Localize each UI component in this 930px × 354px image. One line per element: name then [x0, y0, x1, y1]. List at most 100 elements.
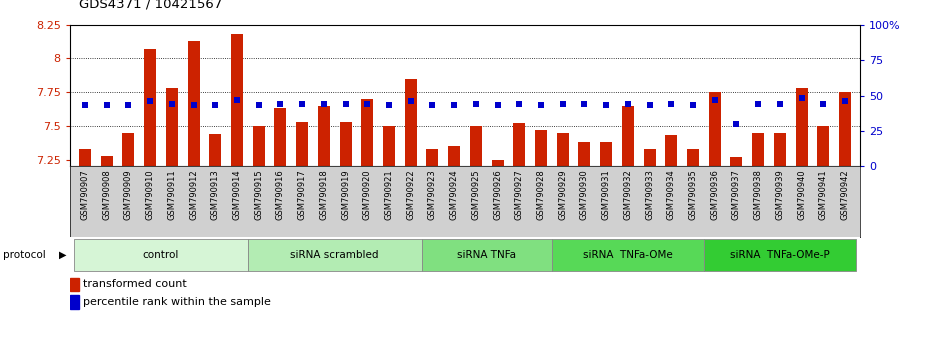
Text: GSM790911: GSM790911 — [167, 169, 177, 220]
Point — [773, 101, 788, 107]
Point — [512, 101, 526, 107]
Text: GSM790923: GSM790923 — [428, 169, 437, 220]
Point — [490, 103, 505, 108]
Text: GSM790919: GSM790919 — [341, 169, 350, 220]
Bar — [209, 134, 221, 166]
Point — [729, 121, 744, 127]
Text: GSM790916: GSM790916 — [276, 169, 285, 220]
Point — [642, 103, 657, 108]
Point — [708, 97, 723, 103]
Text: GSM790920: GSM790920 — [363, 169, 372, 220]
Text: siRNA  TNFa-OMe: siRNA TNFa-OMe — [583, 250, 672, 260]
Point — [404, 98, 418, 104]
Bar — [383, 126, 395, 166]
Point — [77, 103, 92, 108]
Bar — [709, 92, 721, 166]
Text: GSM790928: GSM790928 — [537, 169, 546, 220]
Text: GSM790917: GSM790917 — [298, 169, 307, 220]
Text: GSM790934: GSM790934 — [667, 169, 676, 220]
Bar — [796, 88, 807, 166]
Text: GDS4371 / 10421567: GDS4371 / 10421567 — [79, 0, 222, 11]
Bar — [839, 92, 851, 166]
Text: GSM790929: GSM790929 — [558, 169, 567, 220]
Bar — [600, 142, 612, 166]
Bar — [296, 122, 308, 166]
Text: GSM790913: GSM790913 — [211, 169, 219, 220]
Text: GSM790927: GSM790927 — [515, 169, 524, 220]
Text: siRNA scrambled: siRNA scrambled — [290, 250, 379, 260]
Point — [425, 103, 440, 108]
Point — [339, 101, 353, 107]
Bar — [644, 149, 656, 166]
Text: GSM790910: GSM790910 — [146, 169, 154, 220]
Text: GSM790915: GSM790915 — [254, 169, 263, 220]
Point — [838, 98, 853, 104]
Point — [360, 101, 375, 107]
Point — [599, 103, 614, 108]
FancyBboxPatch shape — [247, 239, 421, 271]
Text: GSM790940: GSM790940 — [797, 169, 806, 220]
Point — [186, 103, 201, 108]
Bar — [774, 133, 786, 166]
Bar — [253, 126, 265, 166]
Bar — [188, 41, 200, 166]
Text: GSM790914: GSM790914 — [232, 169, 242, 220]
Text: GSM790931: GSM790931 — [602, 169, 611, 220]
Text: GSM790941: GSM790941 — [818, 169, 828, 220]
Text: GSM790921: GSM790921 — [384, 169, 393, 220]
Text: GSM790933: GSM790933 — [645, 169, 654, 220]
Point — [664, 101, 679, 107]
Text: GSM790932: GSM790932 — [623, 169, 632, 220]
Bar — [70, 295, 79, 309]
Point — [794, 96, 809, 101]
Bar — [339, 122, 352, 166]
Text: GSM790922: GSM790922 — [406, 169, 415, 220]
Bar — [79, 149, 91, 166]
Text: GSM790925: GSM790925 — [472, 169, 481, 220]
Text: GSM790938: GSM790938 — [753, 169, 763, 220]
Bar — [274, 108, 286, 166]
Bar — [578, 142, 591, 166]
Text: GSM790936: GSM790936 — [711, 169, 719, 220]
Text: GSM790926: GSM790926 — [493, 169, 502, 220]
Bar — [752, 133, 764, 166]
Bar — [730, 157, 742, 166]
Point — [620, 101, 635, 107]
Text: siRNA TNFa: siRNA TNFa — [458, 250, 516, 260]
Bar — [318, 106, 330, 166]
Bar — [166, 88, 178, 166]
Bar — [622, 106, 634, 166]
Text: ▶: ▶ — [59, 250, 66, 260]
Point — [577, 101, 591, 107]
Text: protocol: protocol — [3, 250, 46, 260]
Bar — [557, 133, 569, 166]
FancyBboxPatch shape — [421, 239, 551, 271]
Point — [555, 101, 570, 107]
Point — [230, 97, 245, 103]
Text: GSM790918: GSM790918 — [319, 169, 328, 220]
Bar — [427, 149, 438, 166]
Text: siRNA  TNFa-OMe-P: siRNA TNFa-OMe-P — [730, 250, 830, 260]
Point — [142, 98, 157, 104]
Text: GSM790924: GSM790924 — [449, 169, 458, 220]
FancyBboxPatch shape — [551, 239, 704, 271]
Bar — [492, 160, 503, 166]
Bar — [123, 133, 134, 166]
Bar — [513, 123, 525, 166]
Text: GSM790912: GSM790912 — [189, 169, 198, 220]
Point — [165, 101, 179, 107]
Bar — [231, 34, 243, 166]
Bar — [535, 130, 547, 166]
Bar — [405, 79, 417, 166]
Point — [381, 103, 396, 108]
Bar — [361, 99, 373, 166]
Point — [534, 103, 549, 108]
Text: GSM790942: GSM790942 — [841, 169, 849, 220]
Point — [207, 103, 222, 108]
Point — [751, 101, 765, 107]
Point — [469, 101, 484, 107]
Text: GSM790937: GSM790937 — [732, 169, 741, 220]
Text: GSM790930: GSM790930 — [580, 169, 589, 220]
FancyBboxPatch shape — [74, 239, 247, 271]
Bar — [448, 146, 460, 166]
